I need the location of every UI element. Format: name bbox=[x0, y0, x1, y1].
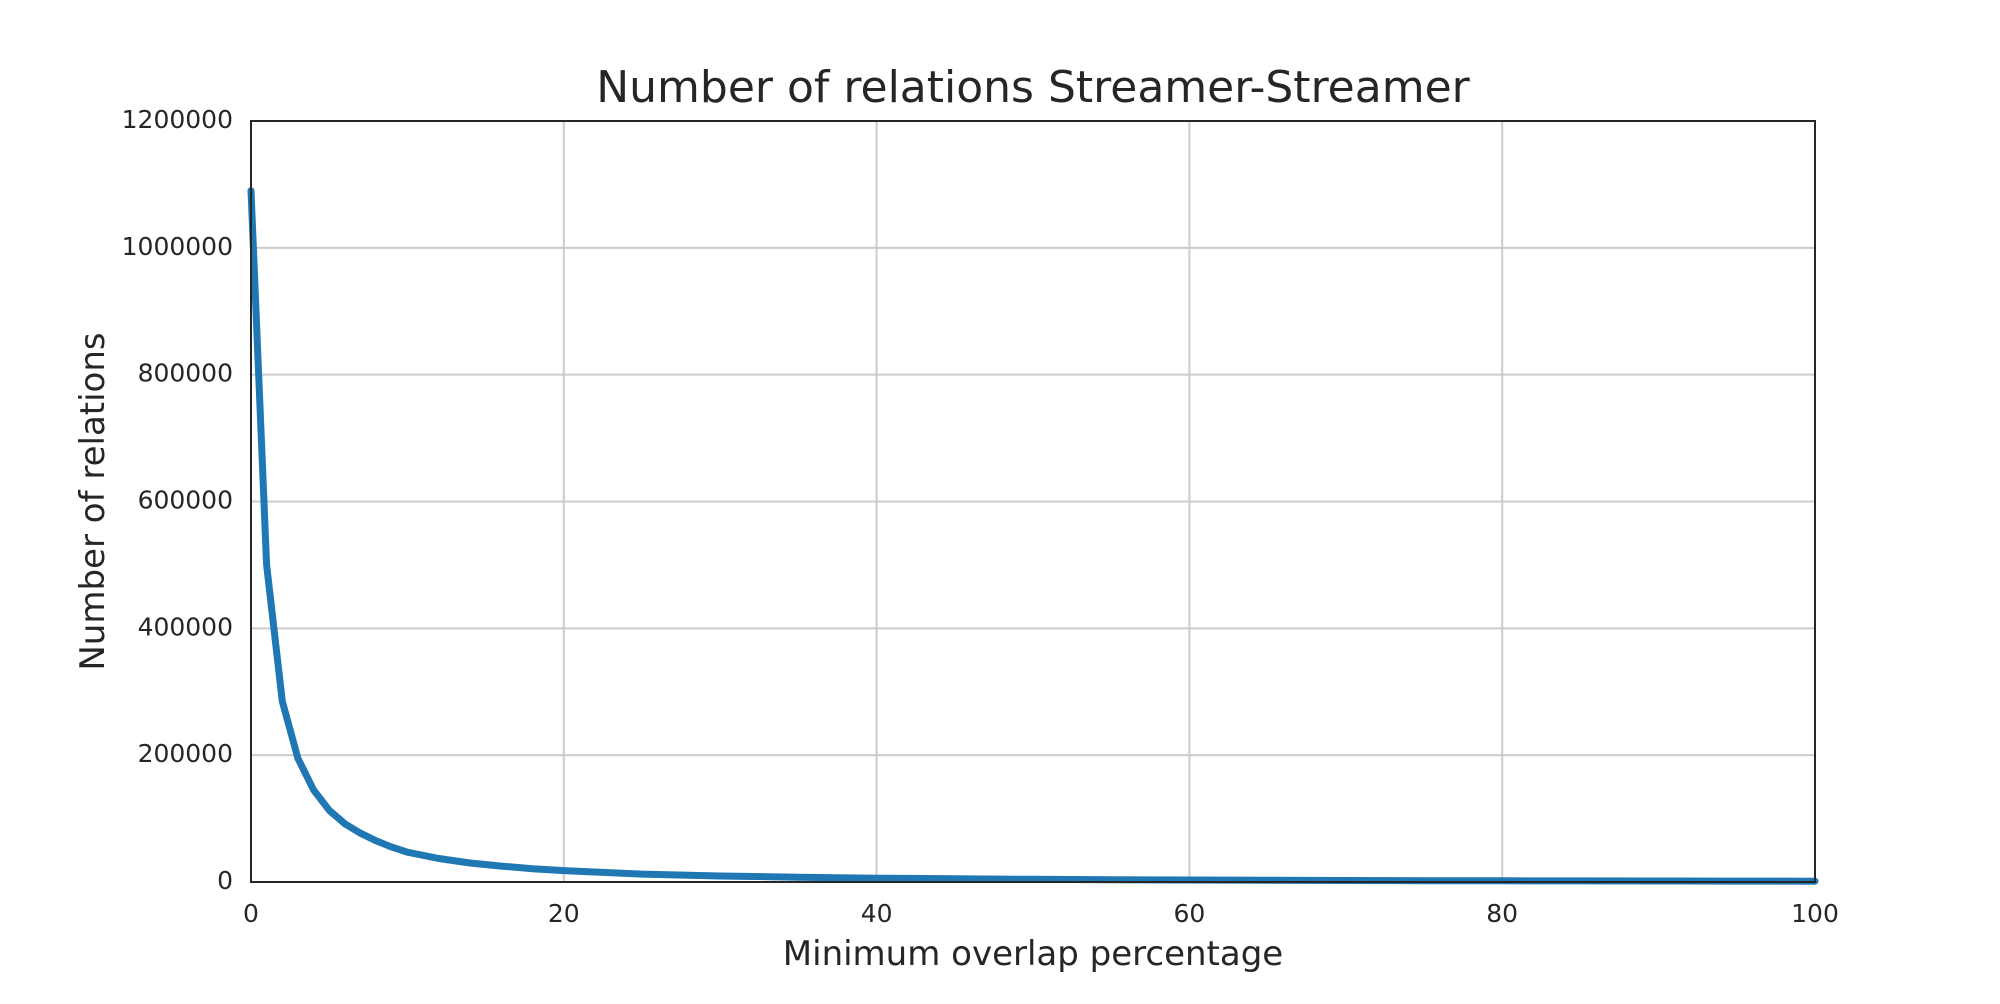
y-tick-label: 1000000 bbox=[122, 232, 233, 261]
y-tick-label: 400000 bbox=[138, 612, 233, 641]
series-line-0 bbox=[247, 187, 1819, 885]
gridlines bbox=[251, 121, 1815, 882]
x-axis-label: Minimum overlap percentage bbox=[783, 934, 1283, 974]
y-tick-label: 0 bbox=[217, 866, 233, 895]
chart-title: Number of relations Streamer-Streamer bbox=[596, 62, 1470, 113]
x-tick-label: 0 bbox=[243, 899, 259, 928]
y-tick-label: 600000 bbox=[138, 486, 233, 515]
y-axis-label: Number of relations bbox=[73, 332, 113, 670]
y-tick-label: 800000 bbox=[138, 359, 233, 388]
y-tick-label: 1200000 bbox=[122, 105, 233, 134]
x-tick-label: 40 bbox=[861, 899, 893, 928]
x-tick-label: 20 bbox=[548, 899, 580, 928]
x-axis-ticks: 0 20 40 60 80 100 bbox=[243, 899, 1839, 928]
plot-frame bbox=[250, 120, 1816, 883]
series-lines bbox=[247, 187, 1819, 885]
x-tick-label: 80 bbox=[1486, 899, 1518, 928]
y-tick-label: 200000 bbox=[138, 739, 233, 768]
y-axis-ticks: 0 200000 400000 600000 800000 1000000 1200000 bbox=[122, 105, 233, 895]
x-tick-label: 100 bbox=[1791, 899, 1839, 928]
x-tick-label: 60 bbox=[1173, 899, 1205, 928]
